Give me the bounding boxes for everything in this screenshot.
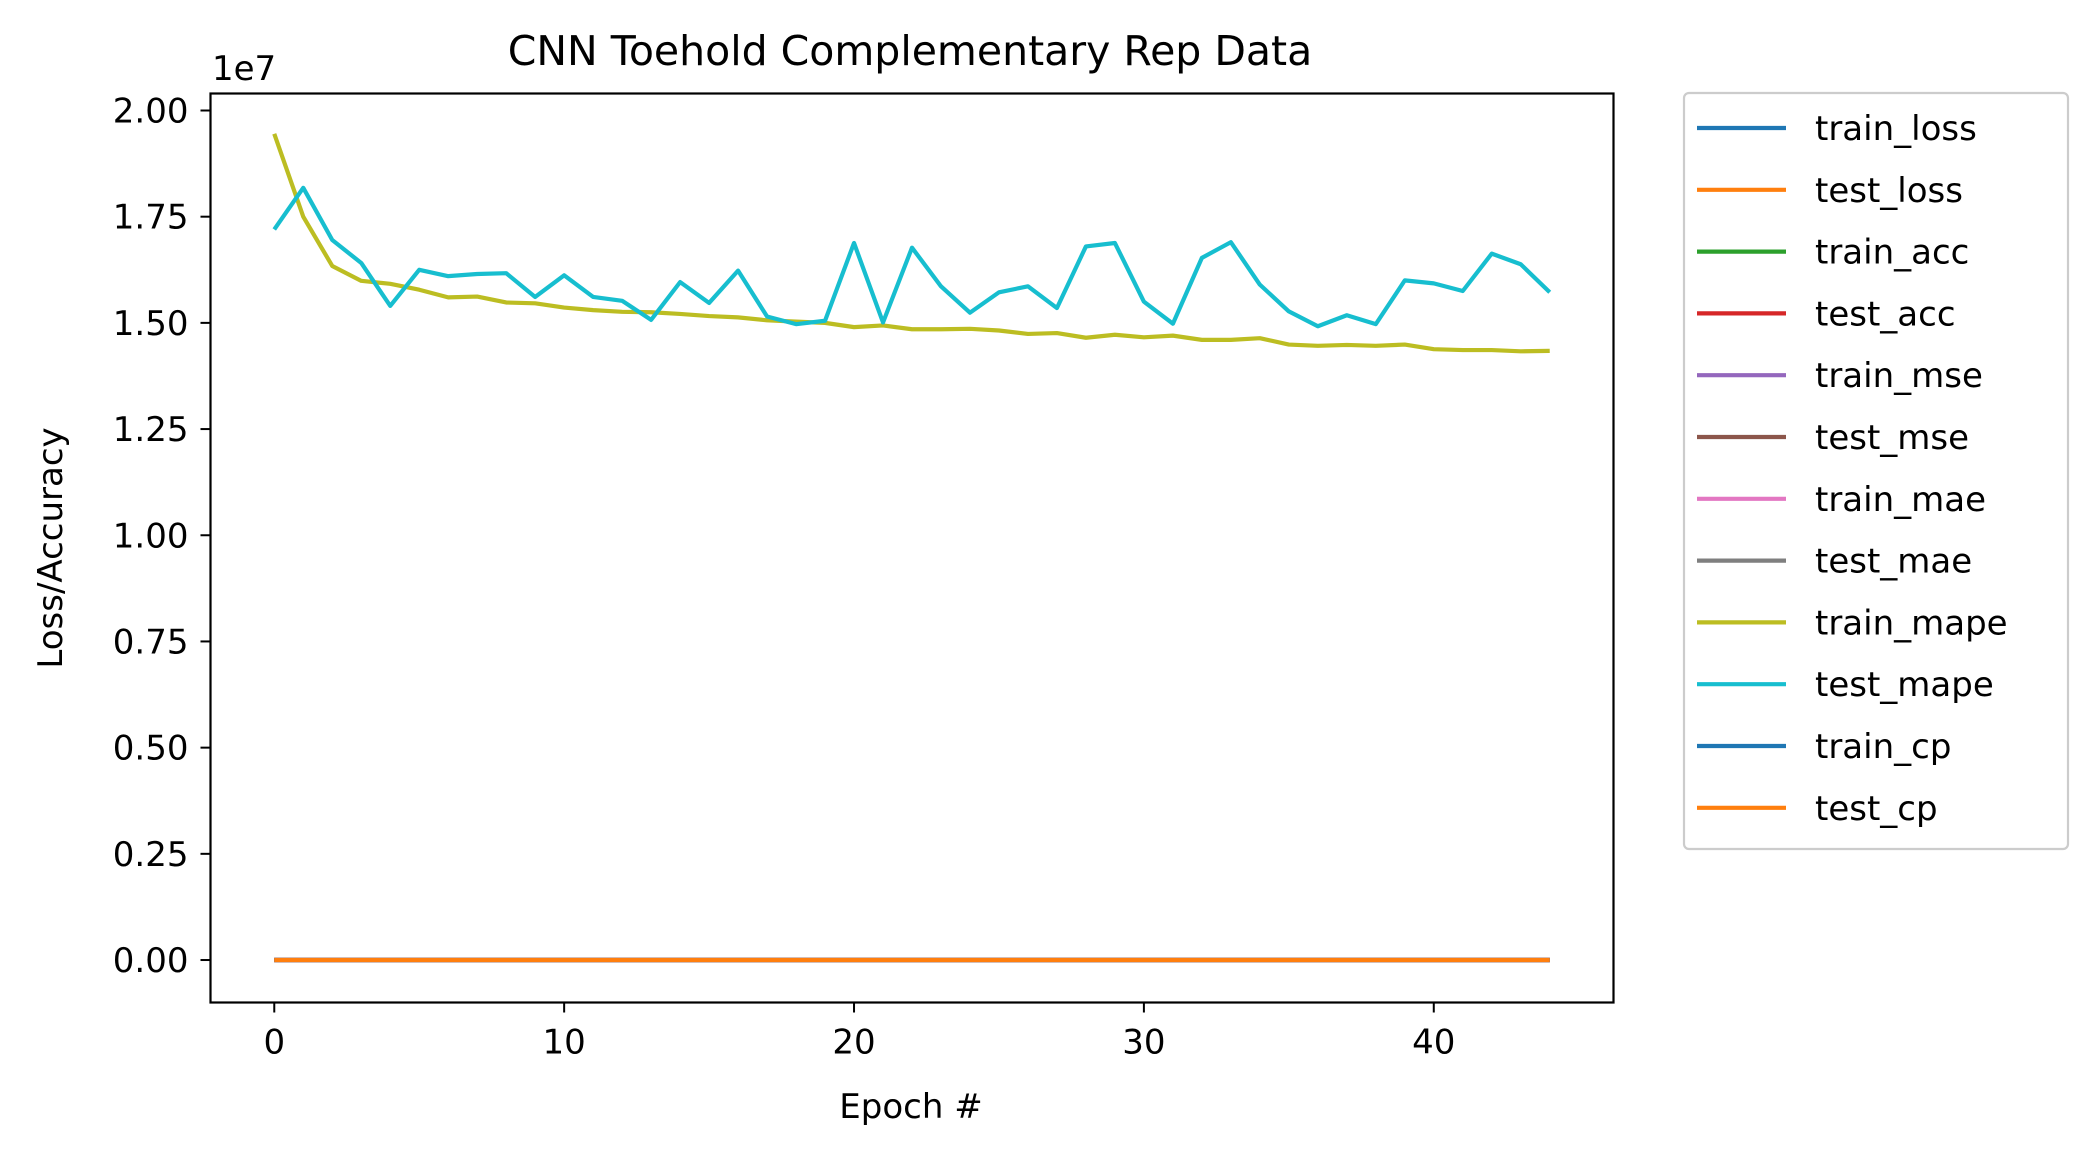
legend-label-test-mae: test_mae	[1815, 542, 1972, 582]
legend-label-train-cp: train_cp	[1815, 727, 1951, 767]
y-axis: 0.00 0.25 0.50 0.75 1.00 1.25 1.50 1.75 2.00	[113, 91, 211, 981]
legend: train_loss test_loss train_acc test_acctrai…	[1682, 91, 2070, 851]
y-tick-label: 1.50	[113, 304, 189, 344]
legend-frame	[1682, 91, 2070, 851]
legend-items: train_loss test_loss train_acc test_acctrai…	[1697, 109, 2008, 829]
x-tick-label: 20	[832, 1023, 875, 1063]
y-offset-label: 1e7	[212, 49, 276, 89]
y-axis-label: Loss/Accuracy	[31, 427, 71, 668]
legend-label-train-mse: train_mse	[1815, 356, 1983, 396]
y-tick-label: 0.75	[113, 622, 189, 662]
legend-label-train-mae: train_mae	[1815, 480, 1986, 520]
legend-label-test-cp: test_cp	[1815, 789, 1938, 829]
plot-area-frame	[209, 92, 1615, 1004]
y-tick-label: 1.00	[113, 516, 189, 556]
series-line-train-mape	[272, 133, 1550, 354]
legend-label-test-loss: test_loss	[1815, 171, 1963, 211]
y-tick-label: 0.50	[113, 729, 189, 769]
legend-label-test-mape: test_mape	[1815, 665, 1994, 705]
legend-label-train-mape: train_mape	[1815, 603, 2008, 643]
y-tick-label: 2.00	[113, 91, 189, 131]
series-line-test-mape	[272, 185, 1552, 329]
y-tick-label: 1.75	[113, 198, 189, 238]
legend-label-test-mse: test_mse	[1815, 418, 1969, 458]
y-tick-label: 0.00	[113, 941, 189, 981]
x-tick-label: 0	[263, 1023, 285, 1063]
x-tick-label: 40	[1412, 1023, 1455, 1063]
chart-title: CNN Toehold Complementary Rep Data	[508, 27, 1313, 75]
legend-label-train-loss: train_loss	[1815, 109, 1977, 149]
x-axis-label: Epoch #	[839, 1087, 982, 1127]
plot-lines	[272, 133, 1552, 963]
legend-label-train-acc: train_acc	[1815, 233, 1969, 273]
x-tick-label: 30	[1122, 1023, 1165, 1063]
legend-label-test-acc: test_acc	[1815, 294, 1956, 334]
y-tick-label: 1.25	[113, 410, 189, 450]
y-tick-label: 0.25	[113, 835, 189, 875]
x-axis: 0 10 20 30 40	[263, 1002, 1455, 1063]
x-tick-label: 10	[543, 1023, 586, 1063]
